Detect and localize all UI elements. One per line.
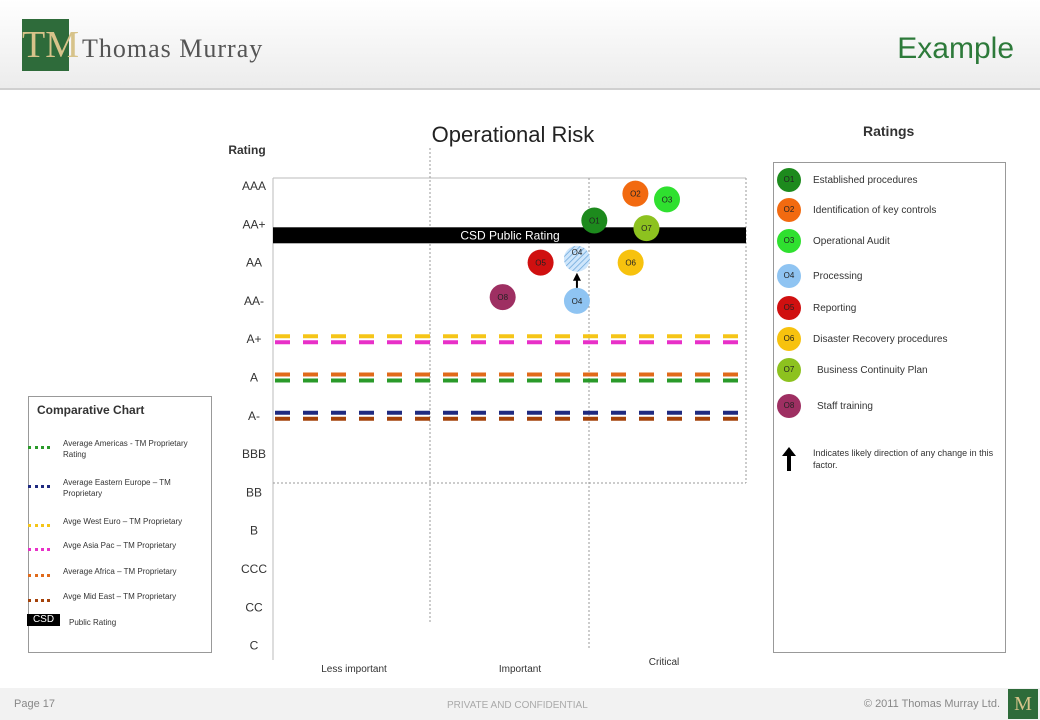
arrow-up-icon [782,447,796,471]
direction-arrow-head [572,272,581,281]
rating-dot-o1: O1 [777,168,801,192]
rating-dot-o3: O3 [777,229,801,253]
data-point-o8 [489,284,516,311]
rating-label-o5: Reporting [813,303,857,314]
y-axis-label: Rating [228,143,265,157]
data-point-label: O3 [662,195,673,204]
rating-dot-o6: O6 [777,327,801,351]
comparative-label: Avge Asia Pac – TM Proprietary [63,541,177,550]
y-tick-label: AA- [244,294,264,308]
y-tick-label: CCC [241,562,267,576]
comparative-swatch [28,548,50,551]
y-tick-label: BBB [242,447,266,461]
csd-public-rating-label: CSD Public Rating [460,228,559,242]
rating-label-o2: Identification of key controls [813,205,937,216]
data-point-label: O6 [625,259,636,268]
comparative-label: Average Americas - TM Proprietary Rating [63,439,188,459]
rating-label-o8: Staff training [817,401,873,412]
company-name: Thomas Murray [82,34,264,63]
arrow-note: Indicates likely direction of any change… [813,448,994,470]
y-tick-label: CC [245,600,263,614]
data-point-label: O4 [572,248,583,257]
y-tick-label: C [250,639,259,653]
rating-dot-o2: O2 [777,198,801,222]
comparative-swatch [28,599,50,602]
header: TM Thomas Murray Example [0,0,1040,90]
y-tick-label: AA [246,256,262,270]
y-tick-label: B [250,524,258,538]
csd-public-rating-bar [273,227,746,244]
comparative-label: Avge West Euro – TM Proprietary [63,517,183,526]
footer: Page 17 PRIVATE AND CONFIDENTIAL © 2011 … [0,688,1040,720]
data-point-o7 [633,215,660,242]
csd-tag: CSD [27,614,60,626]
y-tick-label: A+ [246,332,261,346]
rating-dot-o5: O5 [777,296,801,320]
rating-label-o7: Business Continuity Plan [817,365,928,376]
footer-logo: M [1008,689,1038,719]
rating-label-o6: Disaster Recovery procedures [813,334,948,345]
x-tick-label: Less important [321,664,387,675]
y-tick-label: A- [248,409,260,423]
confidential-notice: PRIVATE AND CONFIDENTIAL [447,700,588,711]
comparative-label: Avge Mid East – TM Proprietary [63,592,177,601]
comparative-label: Average Eastern Europe – TM Proprietary [63,478,171,498]
y-tick-label: AAA [242,179,266,193]
data-point-label: O2 [630,190,641,199]
rating-label-o1: Established procedures [813,175,918,186]
chart-title: Operational Risk [432,122,596,147]
ratings-title: Ratings [863,123,915,139]
data-point-o1 [581,207,608,234]
data-point-o4 [563,287,590,314]
comparative-chart-title: Comparative Chart [37,403,145,417]
data-point-o4 [563,245,590,272]
comparative-label: Average Africa – TM Proprietary [63,567,177,576]
data-point-o6 [617,249,644,276]
y-tick-label: AA+ [242,217,265,231]
copyright: © 2011 Thomas Murray Ltd. [863,698,1000,710]
rating-dot-o4: O4 [777,264,801,288]
x-tick-label: Critical [649,657,680,668]
comparative-swatch [28,574,50,577]
comparative-chart-panel [28,396,212,653]
data-point-label: O8 [497,293,508,302]
rating-dot-o7: O7 [777,358,801,382]
page-title: Example [897,32,1014,65]
page-number: Page 17 [14,698,55,710]
ratings-panel [773,162,1006,653]
data-point-label: O4 [572,297,583,306]
y-tick-label: A [250,371,258,385]
rating-label-o3: Operational Audit [813,236,890,247]
data-point-label: O5 [535,259,546,268]
rating-dot-o8: O8 [777,394,801,418]
rating-label-o4: Processing [813,271,863,282]
y-tick-label: BB [246,485,262,499]
data-point-o2 [622,180,649,207]
comparative-swatch [28,485,50,488]
csd-public-rating-label: Public Rating [69,618,117,627]
data-point-label: O7 [641,224,652,233]
data-point-o5 [527,249,554,276]
data-point-label: O1 [589,216,600,225]
data-point-o3 [654,186,680,213]
x-tick-label: Important [499,664,541,675]
comparative-swatch [28,524,50,527]
comparative-swatch [28,446,50,449]
